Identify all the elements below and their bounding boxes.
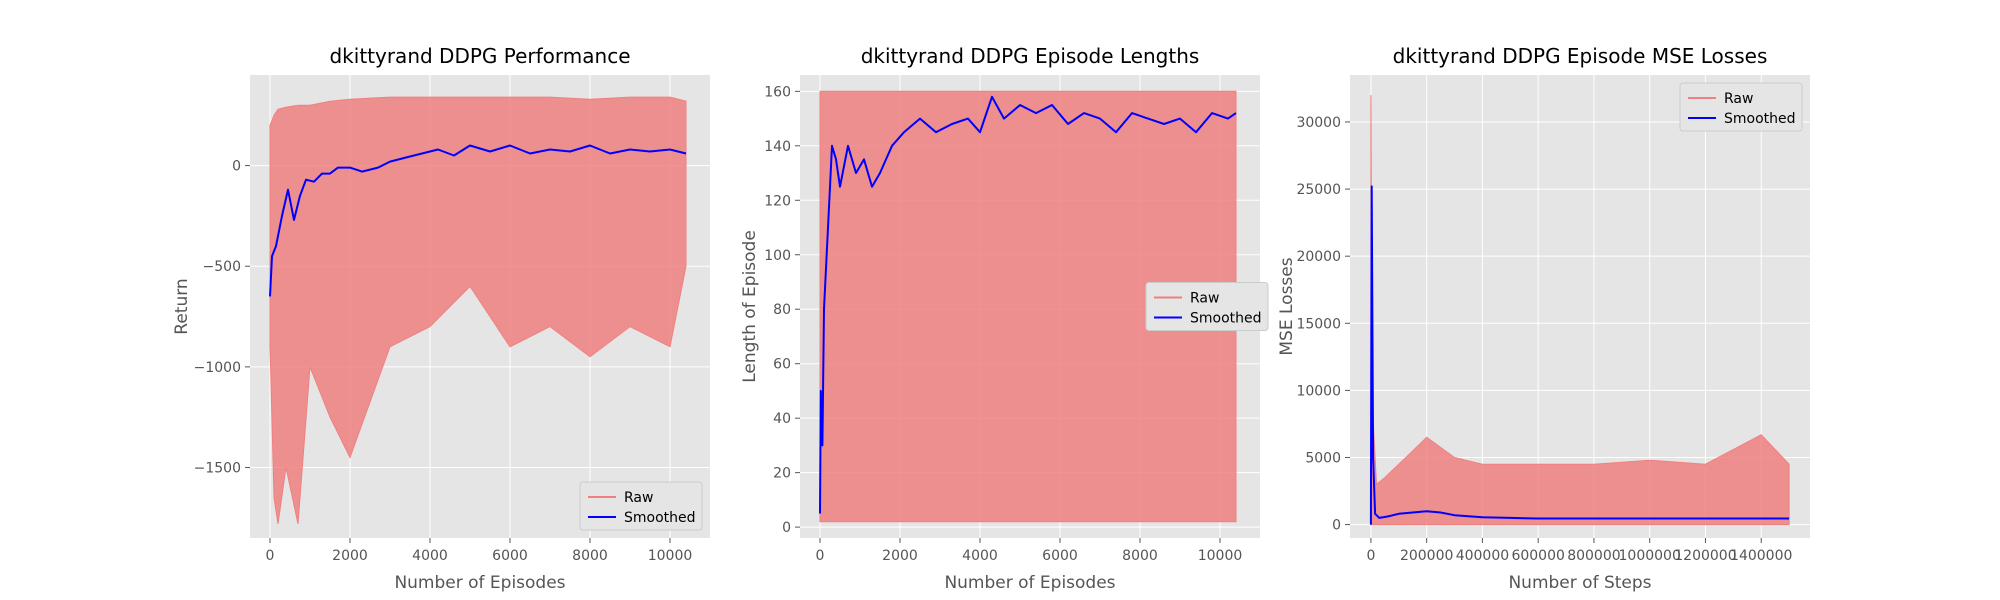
smoothed-series: [1369, 185, 1790, 525]
y-tick-label: 120: [764, 193, 791, 209]
episode-lengths-chart: 0 2000 4000 6000 8000 10000 0 20 40 60 80 100 120 140…: [740, 44, 1269, 593]
smoothed-series: [819, 95, 1237, 514]
legend-label: Smoothed: [1190, 311, 1262, 327]
x-tick-label: 10000: [648, 548, 693, 564]
x-tick-label: 1000000: [1619, 548, 1681, 564]
legend-label: Raw: [624, 490, 653, 506]
raw-series: [819, 90, 1237, 523]
x-tick-label: 0: [1366, 548, 1375, 564]
x-tick-label: 200000: [1400, 548, 1453, 564]
x-tick-label: 2000: [882, 548, 918, 564]
x-tick-label: 4000: [412, 548, 448, 564]
chart-title: dkittyrand DDPG Episode MSE Losses: [1393, 44, 1768, 68]
legend-label: Raw: [1190, 291, 1219, 307]
x-tick-label: 800000: [1567, 548, 1620, 564]
y-tick-label: 0: [782, 520, 791, 536]
y-tick-label: −1500: [194, 461, 241, 477]
raw-series: [1370, 95, 1790, 526]
y-tick-label: 140: [764, 139, 791, 155]
y-tick-label: 20: [773, 466, 791, 482]
y-tick-label: 30000: [1296, 115, 1341, 131]
x-tick-label: 4000: [962, 548, 998, 564]
y-tick-label: 40: [773, 411, 791, 427]
y-tick-label: −500: [203, 259, 241, 275]
x-tick-label: 8000: [572, 548, 608, 564]
x-axis-label: Number of Steps: [1508, 573, 1651, 593]
y-tick-label: 100: [764, 248, 791, 264]
x-tick-label: 400000: [1456, 548, 1509, 564]
x-tick-label: 10000: [1198, 548, 1243, 564]
legend: Raw Smoothed: [579, 481, 703, 531]
y-axis-label: MSE Losses: [1277, 257, 1297, 355]
x-tick-label: 1200000: [1674, 548, 1736, 564]
legend-label: Smoothed: [1724, 111, 1796, 127]
x-axis-label: Number of Episodes: [394, 573, 565, 593]
x-tick-label: 0: [816, 548, 825, 564]
performance-chart: 0 2000 4000 6000 8000 10000 −1500 −1000 −500 0 dki…: [172, 44, 710, 593]
chart-title: dkittyrand DDPG Episode Lengths: [861, 44, 1200, 68]
y-tick-label: 160: [764, 84, 791, 100]
x-tick-label: 2000: [332, 548, 368, 564]
x-tick-label: 8000: [1122, 548, 1158, 564]
y-axis-label: Return: [172, 278, 192, 334]
y-tick-label: 20000: [1296, 249, 1341, 265]
x-tick-label: 0: [266, 548, 275, 564]
y-tick-label: 5000: [1305, 450, 1341, 466]
legend-label: Smoothed: [624, 510, 696, 526]
x-tick-label: 1400000: [1730, 548, 1792, 564]
chart-title: dkittyrand DDPG Performance: [329, 44, 630, 68]
x-tick-label: 6000: [1042, 548, 1078, 564]
y-tick-label: 0: [1332, 518, 1341, 534]
y-tick-label: 10000: [1296, 383, 1341, 399]
y-tick-label: 60: [773, 357, 791, 373]
legend: Raw Smoothed: [1679, 82, 1803, 132]
mse-losses-chart: 0 200000 400000 600000 800000100000012000001…: [1277, 44, 1810, 593]
y-tick-label: 15000: [1296, 316, 1341, 332]
y-tick-label: −1000: [194, 360, 241, 376]
x-tick-label: 6000: [492, 548, 528, 564]
legend-label: Raw: [1724, 91, 1753, 107]
y-tick-label: 0: [232, 159, 241, 175]
smoothed-series: [269, 144, 687, 297]
y-axis-label: Length of Episode: [740, 230, 760, 383]
raw-series: [269, 96, 687, 525]
x-axis-label: Number of Episodes: [944, 573, 1115, 593]
y-tick-label: 80: [773, 302, 791, 318]
y-tick-label: 25000: [1296, 182, 1341, 198]
x-tick-label: 600000: [1511, 548, 1564, 564]
legend: Raw Smoothed: [1145, 282, 1269, 331]
